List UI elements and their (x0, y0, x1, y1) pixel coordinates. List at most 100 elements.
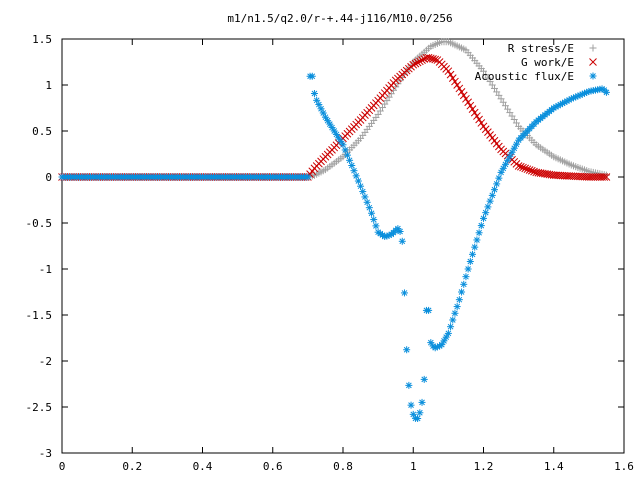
data-point (341, 146, 349, 154)
y-tick-label: 1 (45, 79, 52, 92)
data-point (477, 119, 486, 127)
data-point (415, 57, 424, 66)
data-point (440, 337, 448, 345)
data-point (480, 214, 487, 222)
data-point (407, 401, 415, 409)
data-point (354, 177, 362, 185)
axes: 0 0.2 0.4 0.6 0.8 1 1.2 1.4 1.6 1.5 1 0.5 0 -0.5 -1 -1.… (26, 33, 634, 473)
data-point (525, 166, 534, 174)
data-point (482, 209, 490, 217)
data-point (600, 173, 609, 181)
data-point (530, 167, 538, 176)
data-point (363, 198, 371, 206)
x-tick-label: 1.2 (474, 460, 494, 473)
data-point (326, 120, 334, 128)
data-point (455, 84, 464, 93)
x-tick-label: 1.4 (544, 460, 564, 473)
data-point (473, 236, 481, 244)
y-tick-label: -2.5 (26, 401, 53, 414)
data-point (413, 58, 422, 67)
data-point (348, 162, 356, 169)
data-point (448, 74, 457, 82)
y-tick-label: -1.5 (26, 309, 53, 322)
data-point (464, 98, 472, 107)
y-tick-label: 0 (45, 171, 52, 184)
data-point (508, 148, 516, 156)
data-point (469, 250, 477, 258)
data-point (365, 204, 373, 212)
x-tick-label: 1 (410, 460, 417, 473)
x-tick-label: 0 (59, 460, 66, 473)
data-point (451, 77, 459, 86)
series-3 (58, 72, 610, 422)
data-point (521, 164, 530, 173)
data-point (442, 333, 450, 341)
y-tick-label: -3 (39, 447, 52, 460)
data-point (468, 105, 477, 114)
data-point (602, 88, 610, 96)
data-point (519, 163, 527, 172)
data-point (453, 303, 461, 311)
chart-title: m1/n1.5/q2.0/r-+.44-j116/M10.0/256 (227, 12, 452, 25)
legend-marker (589, 72, 597, 80)
data-point (352, 172, 360, 180)
data-point (470, 108, 479, 117)
data-point (510, 144, 518, 152)
data-point (420, 55, 429, 63)
x-tick-label: 1.6 (614, 460, 634, 473)
data-point (330, 127, 338, 135)
x-tick-label: 0.2 (122, 460, 142, 473)
data-point (396, 228, 404, 236)
data-point (400, 289, 408, 297)
data-point (405, 381, 413, 389)
data-point (359, 188, 367, 196)
data-point (431, 55, 440, 64)
data-point (460, 280, 468, 288)
data-point (350, 167, 358, 175)
data-point (414, 415, 422, 422)
y-tick-label: -2 (39, 355, 52, 368)
data-point (495, 174, 503, 182)
y-tick-label: 1.5 (32, 33, 52, 46)
legend-label: G work/E (521, 56, 574, 69)
data-point (516, 162, 525, 171)
data-point (372, 222, 380, 230)
data-point (527, 166, 536, 175)
data-point (425, 306, 433, 314)
data-point (368, 209, 376, 217)
data-point (310, 90, 318, 98)
data-point (429, 55, 437, 63)
data-point (346, 156, 354, 164)
data-point (493, 180, 501, 188)
data-point (409, 60, 418, 69)
data-point (398, 237, 406, 245)
data-point (462, 273, 470, 281)
data-point (466, 101, 475, 110)
data-point (308, 72, 316, 80)
data-point (361, 193, 369, 201)
data-point (464, 265, 472, 273)
legend-label: R stress/E (508, 42, 574, 55)
x-tick-label: 0.4 (193, 460, 213, 473)
data-point (324, 117, 332, 125)
y-tick-label: 0.5 (32, 125, 52, 138)
data-point (411, 59, 420, 68)
data-point (426, 54, 435, 63)
data-point (370, 216, 378, 224)
data-point (475, 229, 483, 237)
x-tick-label: 0.8 (333, 460, 353, 473)
data-point (343, 151, 351, 159)
data-point (444, 67, 453, 76)
data-point (332, 130, 340, 138)
data-point (462, 94, 470, 103)
data-point (488, 191, 496, 199)
data-point (477, 222, 485, 230)
data-point (449, 316, 457, 324)
data-point (484, 203, 492, 211)
data-point (451, 309, 459, 317)
data-point (446, 70, 455, 79)
data-point (315, 101, 323, 109)
data-point (490, 186, 498, 194)
